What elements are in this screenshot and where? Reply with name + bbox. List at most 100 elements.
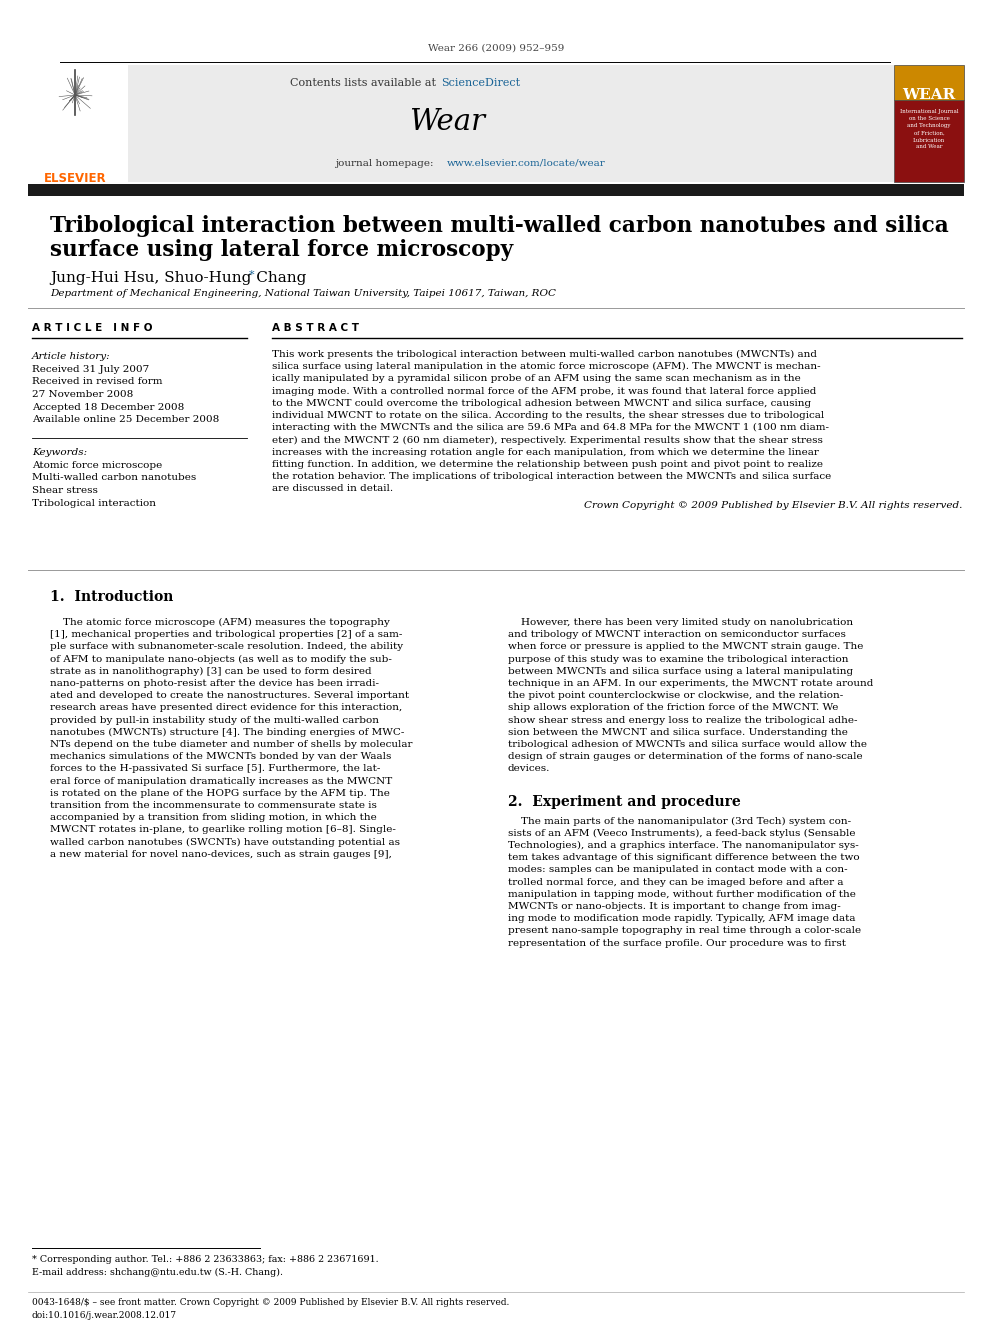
Text: E-mail address: shchang@ntu.edu.tw (S.-H. Chang).: E-mail address: shchang@ntu.edu.tw (S.-H… bbox=[32, 1267, 283, 1277]
Text: Atomic force microscope: Atomic force microscope bbox=[32, 460, 163, 470]
Text: and tribology of MWCNT interaction on semiconductor surfaces: and tribology of MWCNT interaction on se… bbox=[508, 630, 846, 639]
Bar bbox=[894, 65, 964, 101]
Text: devices.: devices. bbox=[508, 765, 551, 774]
Text: Tribological interaction between multi-walled carbon nanotubes and silica: Tribological interaction between multi-w… bbox=[50, 216, 948, 237]
Text: manipulation in tapping mode, without further modification of the: manipulation in tapping mode, without fu… bbox=[508, 890, 856, 898]
Text: Article history:: Article history: bbox=[32, 352, 111, 361]
Text: trolled normal force, and they can be imaged before and after a: trolled normal force, and they can be im… bbox=[508, 877, 843, 886]
Text: The atomic force microscope (AFM) measures the topography: The atomic force microscope (AFM) measur… bbox=[50, 618, 390, 627]
Text: Wear 266 (2009) 952–959: Wear 266 (2009) 952–959 bbox=[428, 44, 564, 53]
Text: International Journal: International Journal bbox=[900, 110, 958, 115]
Text: nano-patterns on photo-resist after the device has been irradi-: nano-patterns on photo-resist after the … bbox=[50, 679, 379, 688]
Text: a new material for novel nano-devices, such as strain gauges [9],: a new material for novel nano-devices, s… bbox=[50, 849, 392, 859]
Text: doi:10.1016/j.wear.2008.12.017: doi:10.1016/j.wear.2008.12.017 bbox=[32, 1311, 178, 1320]
Bar bbox=[28, 65, 128, 183]
Text: *: * bbox=[249, 270, 255, 280]
Text: nanotubes (MWCNTs) structure [4]. The binding energies of MWC-: nanotubes (MWCNTs) structure [4]. The bi… bbox=[50, 728, 405, 737]
Text: accompanied by a transition from sliding motion, in which the: accompanied by a transition from sliding… bbox=[50, 814, 377, 822]
Text: surface using lateral force microscopy: surface using lateral force microscopy bbox=[50, 239, 513, 261]
Text: the rotation behavior. The implications of tribological interaction between the : the rotation behavior. The implications … bbox=[272, 472, 831, 482]
Text: imaging mode. With a controlled normal force of the AFM probe, it was found that: imaging mode. With a controlled normal f… bbox=[272, 386, 816, 396]
Text: of Friction,: of Friction, bbox=[914, 131, 944, 135]
Text: mechanics simulations of the MWCNTs bonded by van der Waals: mechanics simulations of the MWCNTs bond… bbox=[50, 753, 392, 761]
Text: research areas have presented direct evidence for this interaction,: research areas have presented direct evi… bbox=[50, 704, 402, 712]
Text: sists of an AFM (Veeco Instruments), a feed-back stylus (Sensable: sists of an AFM (Veeco Instruments), a f… bbox=[508, 828, 855, 837]
Text: ScienceDirect: ScienceDirect bbox=[441, 78, 520, 89]
Text: www.elsevier.com/locate/wear: www.elsevier.com/locate/wear bbox=[447, 159, 606, 168]
Text: individual MWCNT to rotate on the silica. According to the results, the shear st: individual MWCNT to rotate on the silica… bbox=[272, 411, 824, 419]
Text: 1.  Introduction: 1. Introduction bbox=[50, 590, 174, 605]
Text: ELSEVIER: ELSEVIER bbox=[44, 172, 106, 184]
Text: tribological adhesion of MWCNTs and silica surface would allow the: tribological adhesion of MWCNTs and sili… bbox=[508, 740, 867, 749]
Text: Accepted 18 December 2008: Accepted 18 December 2008 bbox=[32, 402, 185, 411]
Text: Wear: Wear bbox=[409, 108, 485, 136]
Text: Department of Mechanical Engineering, National Taiwan University, Taipei 10617, : Department of Mechanical Engineering, Na… bbox=[50, 290, 556, 299]
Bar bbox=[62, 65, 894, 183]
Text: Received in revised form: Received in revised form bbox=[32, 377, 163, 386]
Text: purpose of this study was to examine the tribological interaction: purpose of this study was to examine the… bbox=[508, 655, 848, 664]
Text: 2.  Experiment and procedure: 2. Experiment and procedure bbox=[508, 795, 741, 808]
Text: The main parts of the nanomanipulator (3rd Tech) system con-: The main parts of the nanomanipulator (3… bbox=[508, 816, 851, 826]
Text: tem takes advantage of this significant difference between the two: tem takes advantage of this significant … bbox=[508, 853, 860, 863]
Text: modes: samples can be manipulated in contact mode with a con-: modes: samples can be manipulated in con… bbox=[508, 865, 847, 875]
Text: * Corresponding author. Tel.: +886 2 23633863; fax: +886 2 23671691.: * Corresponding author. Tel.: +886 2 236… bbox=[32, 1256, 379, 1263]
Text: Available online 25 December 2008: Available online 25 December 2008 bbox=[32, 415, 219, 423]
Text: and Technology: and Technology bbox=[908, 123, 950, 128]
Text: ple surface with subnanometer-scale resolution. Indeed, the ability: ple surface with subnanometer-scale reso… bbox=[50, 643, 403, 651]
Text: 27 November 2008: 27 November 2008 bbox=[32, 390, 133, 400]
Text: However, there has been very limited study on nanolubrication: However, there has been very limited stu… bbox=[508, 618, 853, 627]
Text: This work presents the tribological interaction between multi-walled carbon nano: This work presents the tribological inte… bbox=[272, 351, 817, 359]
Text: Received 31 July 2007: Received 31 July 2007 bbox=[32, 365, 149, 374]
Text: is rotated on the plane of the HOPG surface by the AFM tip. The: is rotated on the plane of the HOPG surf… bbox=[50, 789, 390, 798]
Text: ically manipulated by a pyramidal silicon probe of an AFM using the same scan me: ically manipulated by a pyramidal silico… bbox=[272, 374, 801, 384]
Text: Tribological interaction: Tribological interaction bbox=[32, 499, 156, 508]
Text: Contents lists available at: Contents lists available at bbox=[291, 78, 440, 89]
Text: Technologies), and a graphics interface. The nanomanipulator sys-: Technologies), and a graphics interface.… bbox=[508, 841, 859, 851]
Text: sion between the MWCNT and silica surface. Understanding the: sion between the MWCNT and silica surfac… bbox=[508, 728, 848, 737]
Text: design of strain gauges or determination of the forms of nano-scale: design of strain gauges or determination… bbox=[508, 753, 863, 761]
Text: on the Science: on the Science bbox=[909, 116, 949, 122]
Text: transition from the incommensurate to commensurate state is: transition from the incommensurate to co… bbox=[50, 800, 377, 810]
Text: [1], mechanical properties and tribological properties [2] of a sam-: [1], mechanical properties and tribologi… bbox=[50, 630, 403, 639]
Text: ated and developed to create the nanostructures. Several important: ated and developed to create the nanostr… bbox=[50, 691, 409, 700]
Text: show shear stress and energy loss to realize the tribological adhe-: show shear stress and energy loss to rea… bbox=[508, 716, 857, 725]
Text: increases with the increasing rotation angle for each manipulation, from which w: increases with the increasing rotation a… bbox=[272, 447, 818, 456]
Text: Crown Copyright © 2009 Published by Elsevier B.V. All rights reserved.: Crown Copyright © 2009 Published by Else… bbox=[583, 501, 962, 511]
Text: MWCNT rotates in-plane, to gearlike rolling motion [6–8]. Single-: MWCNT rotates in-plane, to gearlike roll… bbox=[50, 826, 396, 835]
Text: to the MWCNT could overcome the tribological adhesion between MWCNT and silica s: to the MWCNT could overcome the tribolog… bbox=[272, 398, 811, 407]
Text: ship allows exploration of the friction force of the MWCNT. We: ship allows exploration of the friction … bbox=[508, 704, 838, 712]
Text: Shear stress: Shear stress bbox=[32, 486, 98, 495]
Text: journal homepage:: journal homepage: bbox=[335, 159, 436, 168]
Text: A B S T R A C T: A B S T R A C T bbox=[272, 323, 359, 333]
Text: silica surface using lateral manipulation in the atomic force microscope (AFM). : silica surface using lateral manipulatio… bbox=[272, 363, 820, 372]
Text: Jung-Hui Hsu, Shuo-Hung Chang: Jung-Hui Hsu, Shuo-Hung Chang bbox=[50, 271, 307, 284]
Text: Multi-walled carbon nanotubes: Multi-walled carbon nanotubes bbox=[32, 474, 196, 483]
Text: ing mode to modification mode rapidly. Typically, AFM image data: ing mode to modification mode rapidly. T… bbox=[508, 914, 855, 923]
Text: eter) and the MWCNT 2 (60 nm diameter), respectively. Experimental results show : eter) and the MWCNT 2 (60 nm diameter), … bbox=[272, 435, 823, 445]
Text: provided by pull-in instability study of the multi-walled carbon: provided by pull-in instability study of… bbox=[50, 716, 379, 725]
Text: interacting with the MWCNTs and the silica are 59.6 MPa and 64.8 MPa for the MWC: interacting with the MWCNTs and the sili… bbox=[272, 423, 829, 433]
Text: the pivot point counterclockwise or clockwise, and the relation-: the pivot point counterclockwise or cloc… bbox=[508, 691, 843, 700]
Text: when force or pressure is applied to the MWCNT strain gauge. The: when force or pressure is applied to the… bbox=[508, 643, 863, 651]
Bar bbox=[28, 184, 964, 196]
Text: technique in an AFM. In our experiments, the MWCNT rotate around: technique in an AFM. In our experiments,… bbox=[508, 679, 873, 688]
Text: Keywords:: Keywords: bbox=[32, 448, 87, 456]
Text: Lubrication: Lubrication bbox=[913, 138, 945, 143]
Text: strate as in nanolithography) [3] can be used to form desired: strate as in nanolithography) [3] can be… bbox=[50, 667, 372, 676]
Text: representation of the surface profile. Our procedure was to first: representation of the surface profile. O… bbox=[508, 938, 846, 947]
Text: forces to the H-passivated Si surface [5]. Furthermore, the lat-: forces to the H-passivated Si surface [5… bbox=[50, 765, 380, 774]
Text: are discussed in detail.: are discussed in detail. bbox=[272, 484, 393, 493]
Text: walled carbon nanotubes (SWCNTs) have outstanding potential as: walled carbon nanotubes (SWCNTs) have ou… bbox=[50, 837, 400, 847]
Text: A R T I C L E   I N F O: A R T I C L E I N F O bbox=[32, 323, 153, 333]
Text: present nano-sample topography in real time through a color-scale: present nano-sample topography in real t… bbox=[508, 926, 861, 935]
Text: eral force of manipulation dramatically increases as the MWCNT: eral force of manipulation dramatically … bbox=[50, 777, 392, 786]
Text: MWCNTs or nano-objects. It is important to change from imag-: MWCNTs or nano-objects. It is important … bbox=[508, 902, 841, 912]
Text: 0043-1648/$ – see front matter. Crown Copyright © 2009 Published by Elsevier B.V: 0043-1648/$ – see front matter. Crown Co… bbox=[32, 1298, 509, 1307]
Text: WEAR: WEAR bbox=[903, 89, 955, 102]
Text: fitting function. In addition, we determine the relationship between push point : fitting function. In addition, we determ… bbox=[272, 460, 823, 468]
Text: between MWCNTs and silica surface using a lateral manipulating: between MWCNTs and silica surface using … bbox=[508, 667, 853, 676]
Bar bbox=[894, 101, 964, 183]
Text: and Wear: and Wear bbox=[916, 144, 942, 149]
Text: NTs depend on the tube diameter and number of shells by molecular: NTs depend on the tube diameter and numb… bbox=[50, 740, 413, 749]
Text: of AFM to manipulate nano-objects (as well as to modify the sub-: of AFM to manipulate nano-objects (as we… bbox=[50, 655, 392, 664]
